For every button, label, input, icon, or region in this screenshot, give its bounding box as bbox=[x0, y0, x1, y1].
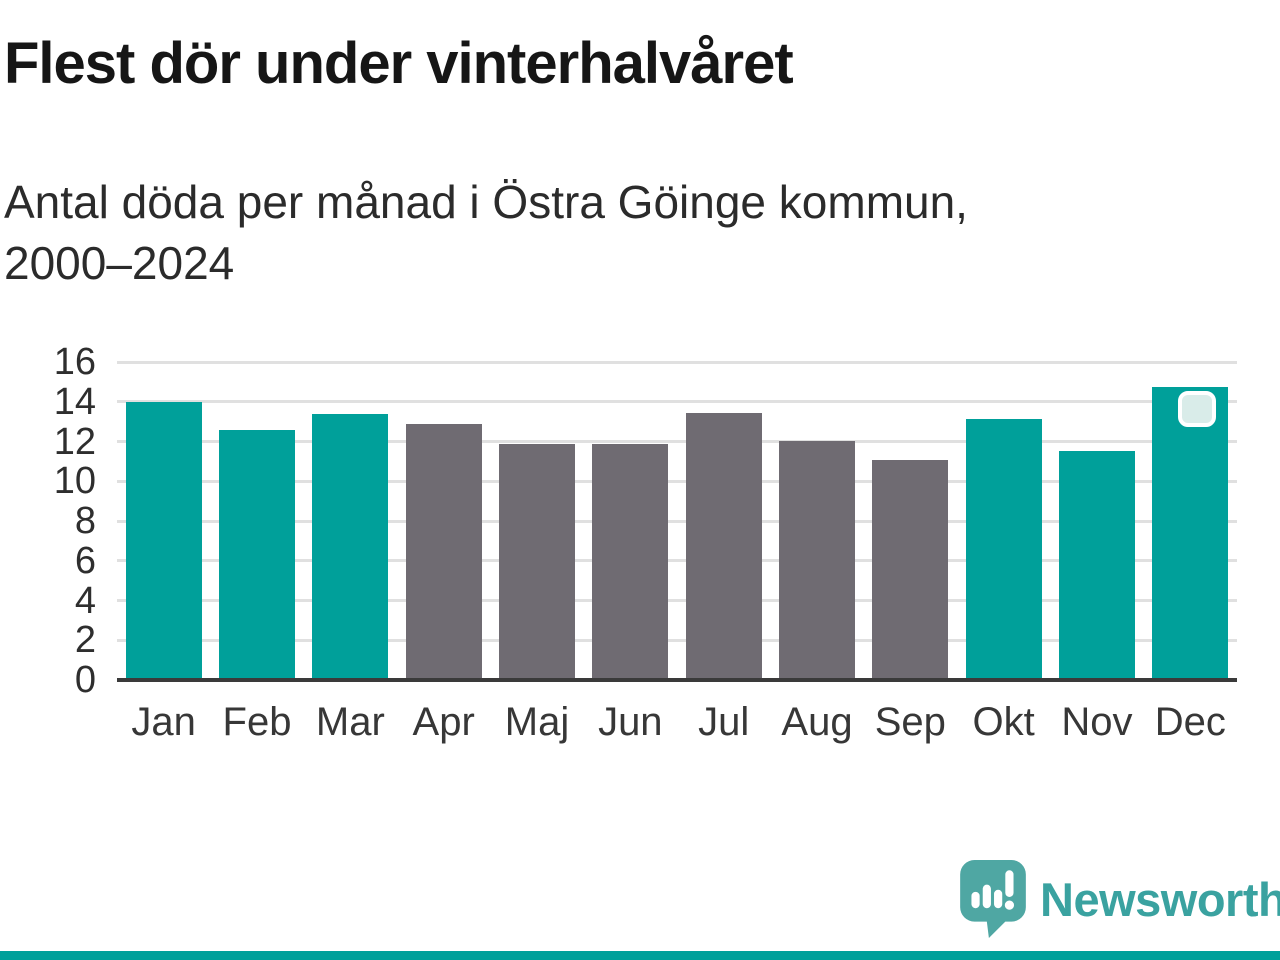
x-tick-label-apr: Apr bbox=[412, 700, 475, 744]
gridline-4 bbox=[117, 599, 1237, 602]
bar-aug bbox=[779, 440, 855, 680]
bar-maj bbox=[499, 444, 575, 680]
x-tick-label-aug: Aug bbox=[781, 700, 853, 744]
chart-subtitle: Antal döda per månad i Östra Göinge komm… bbox=[4, 172, 1154, 294]
x-tick-label-okt: Okt bbox=[972, 700, 1035, 744]
x-tick-label-jul: Jul bbox=[698, 700, 750, 744]
x-tick-label-mar: Mar bbox=[315, 700, 385, 744]
bar-sep bbox=[872, 460, 949, 680]
bar-dec bbox=[1152, 386, 1229, 680]
x-tick-label-maj: Maj bbox=[504, 700, 570, 744]
y-tick-label-6: 6 bbox=[74, 539, 96, 582]
y-tick-label-14: 14 bbox=[53, 380, 96, 423]
bar-jun bbox=[592, 444, 669, 680]
bar-apr bbox=[405, 423, 482, 680]
bar-okt bbox=[965, 418, 1042, 680]
highlight-marker-dec bbox=[1178, 390, 1217, 427]
y-tick-label-4: 4 bbox=[74, 579, 96, 622]
bar-nov bbox=[1059, 451, 1135, 680]
bar-feb bbox=[219, 429, 295, 680]
chart-subtitle-line1: Antal döda per månad i Östra Göinge komm… bbox=[4, 176, 968, 228]
bar-mar bbox=[312, 413, 389, 680]
x-tick-label-nov: Nov bbox=[1061, 700, 1133, 744]
chart-subtitle-line2: 2000–2024 bbox=[4, 237, 235, 289]
gridline-6 bbox=[117, 559, 1237, 563]
y-tick-label-16: 16 bbox=[53, 341, 96, 383]
x-axis-line bbox=[117, 678, 1237, 682]
y-tick-label-10: 10 bbox=[53, 460, 96, 503]
gridline-2 bbox=[117, 638, 1237, 642]
newsworthy-logo-icon bbox=[960, 860, 1026, 938]
chart-title: Flest dör under vinterhalvåret bbox=[4, 31, 794, 96]
bar-jul bbox=[685, 412, 762, 680]
y-tick-label-2: 2 bbox=[74, 619, 96, 662]
newsworthy-wordmark: Newsworthy bbox=[1040, 872, 1280, 926]
gridline-12 bbox=[117, 440, 1237, 443]
newsworthy-branding: Newsworthy bbox=[960, 860, 1280, 938]
x-tick-label-dec: Dec bbox=[1154, 700, 1226, 744]
gridline-10 bbox=[117, 479, 1237, 483]
x-tick-label-feb: Feb bbox=[222, 700, 292, 744]
gridline-14 bbox=[117, 400, 1237, 404]
y-tick-label-8: 8 bbox=[74, 500, 96, 542]
bar-jan bbox=[125, 401, 202, 680]
y-tick-label-0: 0 bbox=[74, 659, 96, 701]
x-tick-label-jun: Jun bbox=[598, 700, 663, 744]
gridline-16 bbox=[117, 360, 1237, 364]
y-tick-label-12: 12 bbox=[53, 420, 96, 463]
bar-chart-plot-area bbox=[117, 360, 1237, 682]
x-tick-label-jan: Jan bbox=[131, 700, 196, 744]
x-tick-label-sep: Sep bbox=[874, 700, 946, 744]
gridline-8 bbox=[117, 519, 1237, 523]
footer-accent-stripe bbox=[0, 951, 1280, 960]
